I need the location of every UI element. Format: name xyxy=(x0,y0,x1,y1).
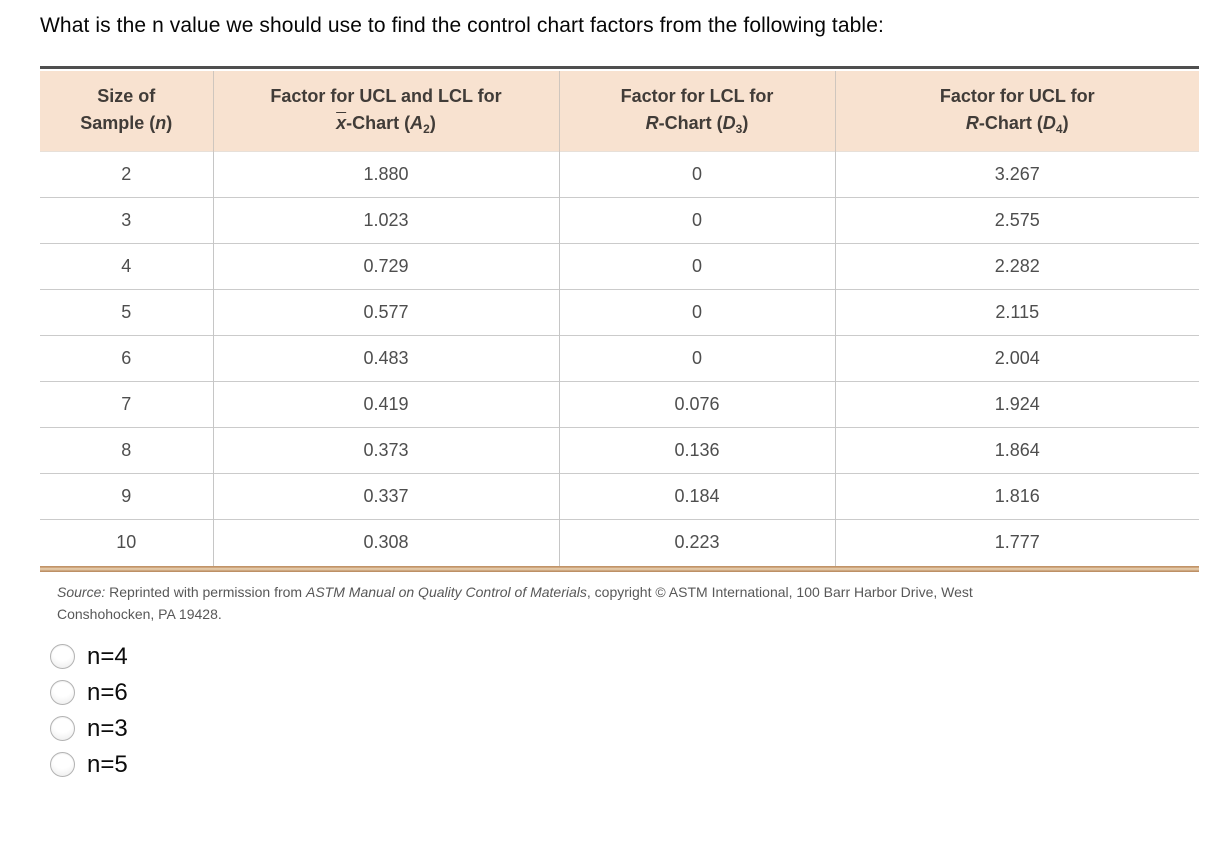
var-n: n xyxy=(155,113,167,133)
cell-sample-size: 8 xyxy=(40,427,213,474)
cell-d4: 2.282 xyxy=(834,243,1199,290)
cell-a2: 1.023 xyxy=(212,197,559,244)
header-d3-close: ) xyxy=(742,113,749,133)
source-line2: Conshohocken, PA 19428. xyxy=(57,606,222,623)
cell-d4: 1.864 xyxy=(834,427,1199,474)
table-row: 10 0.308 0.223 1.777 xyxy=(40,519,1199,566)
cell-d3: 0 xyxy=(558,151,835,198)
source-line1: Source: Reprinted with permission from A… xyxy=(57,581,1167,604)
option-label: n=5 xyxy=(87,750,128,778)
header-d4-close: ) xyxy=(1062,113,1069,133)
option-label: n=4 xyxy=(87,642,128,670)
sub-2: 2 xyxy=(423,122,430,136)
header-a2-close: ) xyxy=(429,113,436,133)
header-d4-line1: Factor for UCL for xyxy=(939,86,1095,106)
header-sample-size-line2: Sample ( xyxy=(80,113,156,133)
table-row: 7 0.419 0.076 1.924 xyxy=(40,381,1199,428)
cell-sample-size: 7 xyxy=(40,381,213,428)
header-a2-factor: Factor for UCL and LCL for x-Chart (A2) xyxy=(212,71,559,152)
header-d3-chart: -Chart ( xyxy=(658,113,723,133)
cell-a2: 0.577 xyxy=(212,289,559,336)
var-d: D xyxy=(1042,113,1056,133)
option-n3[interactable]: n=3 xyxy=(50,711,1226,747)
option-label: n=3 xyxy=(87,714,128,742)
control-chart-factors-table: Size of Sample (n) Factor for UCL and LC… xyxy=(40,66,1199,572)
var-r: R xyxy=(645,113,659,133)
var-d: D xyxy=(722,113,736,133)
cell-d4: 1.816 xyxy=(834,473,1199,520)
cell-d3: 0 xyxy=(558,243,835,290)
option-n5[interactable]: n=5 xyxy=(50,747,1226,783)
cell-d4: 2.115 xyxy=(834,289,1199,336)
header-sample-size-line1: Size of xyxy=(97,86,156,106)
radio-button-n5[interactable] xyxy=(50,752,75,778)
cell-a2: 1.880 xyxy=(212,151,559,198)
cell-a2: 0.308 xyxy=(212,519,559,566)
header-sample-size: Size of Sample (n) xyxy=(40,71,213,152)
cell-sample-size: 3 xyxy=(40,197,213,244)
cell-d4: 3.267 xyxy=(834,151,1199,198)
cell-sample-size: 9 xyxy=(40,473,213,520)
table-row: 5 0.577 0 2.115 xyxy=(40,289,1199,336)
cell-d3: 0 xyxy=(558,335,835,382)
cell-a2: 0.483 xyxy=(212,335,559,382)
table-row: 2 1.880 0 3.267 xyxy=(40,151,1199,198)
option-label: n=6 xyxy=(87,678,128,706)
cell-sample-size: 10 xyxy=(40,519,213,566)
source-text2: , copyright © ASTM International, 100 Ba… xyxy=(586,583,973,600)
header-sample-size-close: ) xyxy=(166,113,173,133)
cell-a2: 0.337 xyxy=(212,473,559,520)
table-bottom-border xyxy=(40,565,1199,572)
cell-d4: 2.004 xyxy=(834,335,1199,382)
answer-options: n=4 n=6 n=3 n=5 xyxy=(50,639,1226,783)
table-header-row: Size of Sample (n) Factor for UCL and LC… xyxy=(40,71,1199,152)
var-r: R xyxy=(965,113,979,133)
cell-a2: 0.419 xyxy=(212,381,559,428)
cell-a2: 0.373 xyxy=(212,427,559,474)
header-d3-factor: Factor for LCL for R-Chart (D3) xyxy=(558,71,835,152)
cell-d3: 0.136 xyxy=(558,427,835,474)
radio-button-n6[interactable] xyxy=(50,680,75,706)
source-text1: Reprinted with permission from xyxy=(105,583,306,600)
source-note: Source: Reprinted with permission from A… xyxy=(57,581,1167,626)
cell-d4: 1.924 xyxy=(834,381,1199,428)
cell-sample-size: 4 xyxy=(40,243,213,290)
table-row: 4 0.729 0 2.282 xyxy=(40,243,1199,290)
xbar-symbol: x xyxy=(336,113,347,133)
cell-d3: 0.223 xyxy=(558,519,835,566)
cell-d4: 1.777 xyxy=(834,519,1199,566)
factors-table: Size of Sample (n) Factor for UCL and LC… xyxy=(40,71,1199,566)
header-a2-chart: -Chart ( xyxy=(346,113,411,133)
table-row: 8 0.373 0.136 1.864 xyxy=(40,427,1199,474)
cell-sample-size: 6 xyxy=(40,335,213,382)
header-d3-line1: Factor for LCL for xyxy=(620,86,774,106)
header-d4-chart: -Chart ( xyxy=(978,113,1043,133)
quiz-question-page: What is the n value we should use to fin… xyxy=(0,14,1226,783)
cell-d4: 2.575 xyxy=(834,197,1199,244)
cell-a2: 0.729 xyxy=(212,243,559,290)
radio-button-n4[interactable] xyxy=(50,644,75,670)
cell-d3: 0.184 xyxy=(558,473,835,520)
option-n4[interactable]: n=4 xyxy=(50,639,1226,675)
cell-d3: 0.076 xyxy=(558,381,835,428)
cell-d3: 0 xyxy=(558,197,835,244)
table-row: 3 1.023 0 2.575 xyxy=(40,197,1199,244)
cell-sample-size: 2 xyxy=(40,151,213,198)
header-d4-factor: Factor for UCL for R-Chart (D4) xyxy=(834,71,1199,152)
sub-3: 3 xyxy=(735,122,743,136)
source-book-title: ASTM Manual on Quality Control of Materi… xyxy=(306,583,587,600)
table-row: 9 0.337 0.184 1.816 xyxy=(40,473,1199,520)
option-n6[interactable]: n=6 xyxy=(50,675,1226,711)
table-row: 6 0.483 0 2.004 xyxy=(40,335,1199,382)
var-a: A xyxy=(410,113,424,133)
radio-button-n3[interactable] xyxy=(50,716,75,742)
question-text: What is the n value we should use to fin… xyxy=(40,14,884,37)
cell-sample-size: 5 xyxy=(40,289,213,336)
cell-d3: 0 xyxy=(558,289,835,336)
sub-4: 4 xyxy=(1055,122,1063,136)
header-a2-line1: Factor for UCL and LCL for xyxy=(270,86,502,106)
source-label: Source: xyxy=(57,583,106,600)
